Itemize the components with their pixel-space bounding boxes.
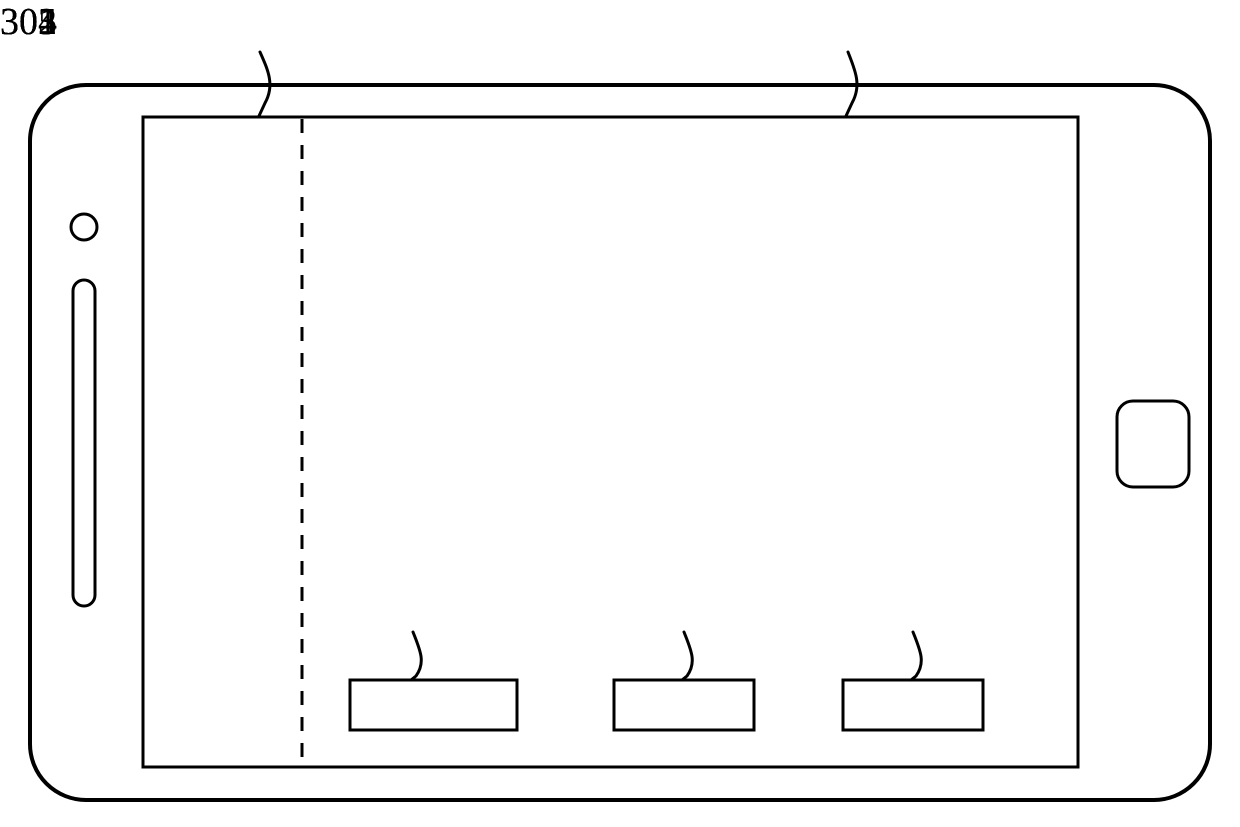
region-305	[843, 680, 983, 730]
home-button	[1117, 401, 1189, 487]
label-305: 305	[0, 0, 57, 44]
diagram-canvas: 301 302 303 304 305	[0, 0, 1240, 827]
leader-304	[682, 632, 692, 680]
leader-303	[411, 632, 421, 680]
leader-305	[911, 632, 921, 680]
region-303	[350, 680, 517, 730]
region-304	[614, 680, 754, 730]
speaker-slot	[73, 280, 95, 606]
device-body	[30, 85, 1210, 800]
camera-icon	[71, 214, 97, 240]
screen-region	[143, 117, 1078, 767]
diagram-svg	[0, 0, 1240, 827]
